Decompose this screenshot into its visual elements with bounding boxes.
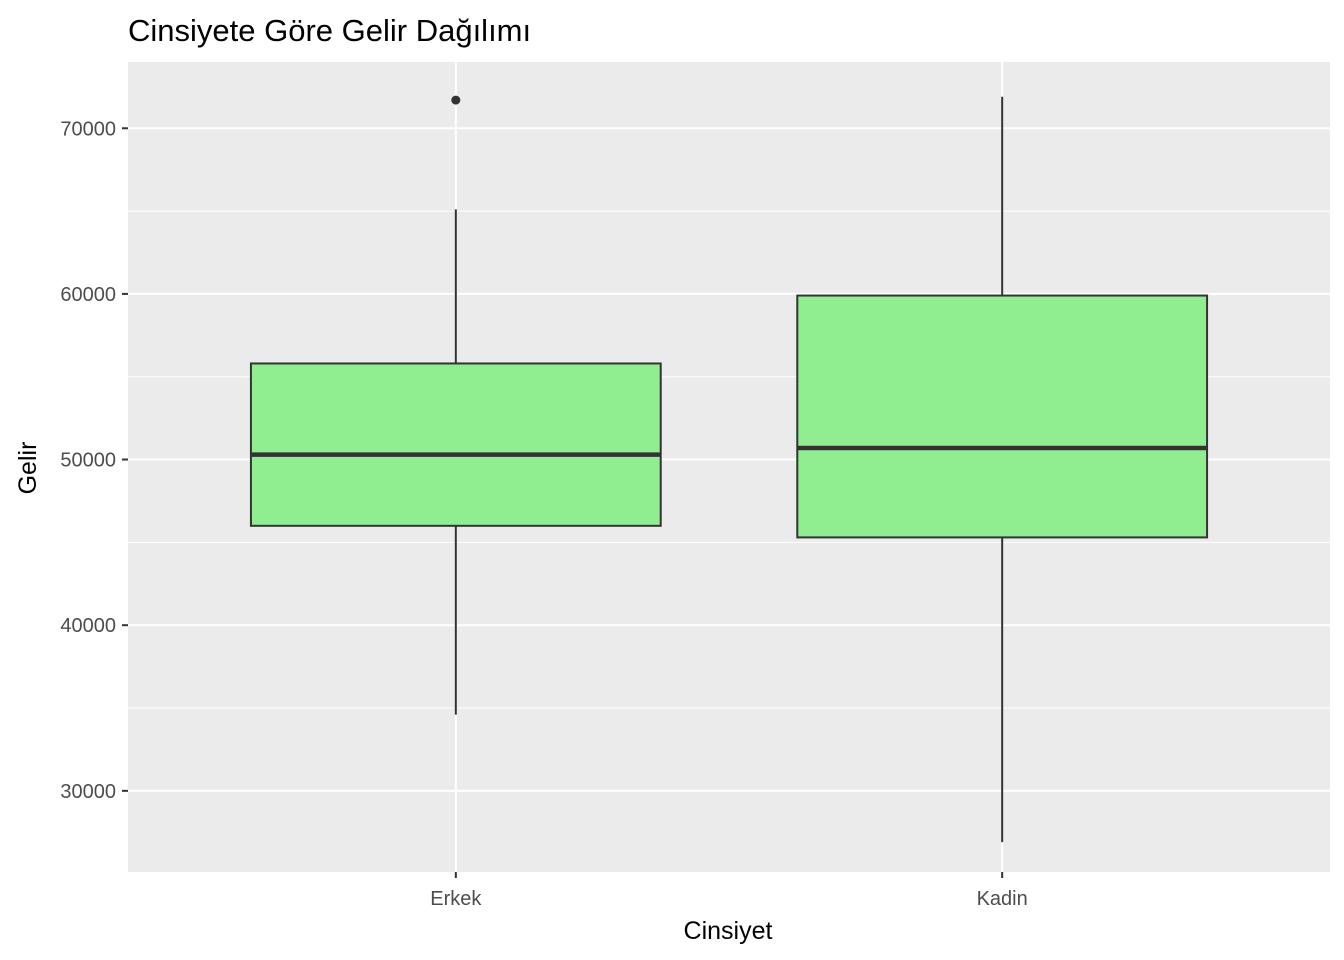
y-tick-label: 50000 xyxy=(60,450,116,472)
outlier-point xyxy=(451,95,461,105)
y-tick-label: 60000 xyxy=(60,284,116,306)
box-iqr xyxy=(249,362,662,527)
boxes xyxy=(249,95,1209,843)
box-iqr xyxy=(796,294,1209,539)
chart-title: Cinsiyete Göre Gelir Dağılımı xyxy=(128,13,531,48)
box-kadin xyxy=(796,96,1209,843)
y-tick-label: 30000 xyxy=(60,781,116,803)
x-axis: Erkek Kadin xyxy=(430,872,1028,910)
y-axis-title: Gelir xyxy=(14,442,42,495)
x-tick-label: Erkek xyxy=(430,888,482,910)
y-tick-label: 40000 xyxy=(60,615,116,637)
x-tick-label: Kadin xyxy=(977,888,1028,910)
x-axis-title: Cinsiyet xyxy=(684,917,773,945)
plot-panel xyxy=(128,62,1330,872)
box-erkek xyxy=(249,95,662,715)
y-tick-label: 70000 xyxy=(60,118,116,140)
y-axis: 30000 40000 50000 60000 70000 xyxy=(60,118,128,803)
